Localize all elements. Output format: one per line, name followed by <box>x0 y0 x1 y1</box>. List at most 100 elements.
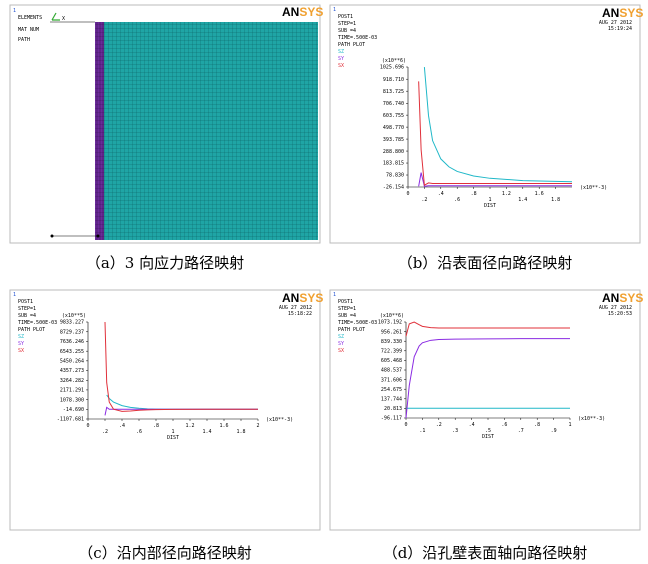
mesh <box>95 22 318 240</box>
x-tick-label: .1 <box>419 428 425 434</box>
header-line: SUB =4 <box>338 28 356 34</box>
x-unit: (x10**-3) <box>580 185 607 191</box>
header-line: PATH PLOT <box>18 327 45 333</box>
x-tick-label: .6 <box>136 429 142 435</box>
panel-frame <box>10 290 320 530</box>
header-line: PATH PLOT <box>338 327 365 333</box>
y-tick-label: 8729.237 <box>60 329 84 335</box>
y-tick-label: 813.725 <box>383 89 404 95</box>
y-tick-label: 20.813 <box>384 406 402 412</box>
y-tick-label: 605.468 <box>381 358 402 364</box>
y-axis-label: (x10**5) <box>62 313 86 319</box>
x-tick-label: .2 <box>436 422 442 428</box>
x-tick-label: 2 <box>256 423 259 429</box>
legend-entry: SY <box>338 56 344 62</box>
y-tick-label: 6543.255 <box>60 349 84 355</box>
x-tick-label: .6 <box>501 422 507 428</box>
y-tick-label: -96.117 <box>381 416 402 422</box>
x-tick-label: .8 <box>534 422 540 428</box>
header-line: TIME=.500E-03 <box>18 320 57 326</box>
x-tick-label: .2 <box>421 197 427 203</box>
y-tick-label: 488.537 <box>381 368 402 374</box>
header-line: STEP=1 <box>18 306 36 312</box>
y-tick-label: 4357.273 <box>60 368 84 374</box>
x-tick-label: .4 <box>438 191 444 197</box>
chart-panel: 1POST1STEP=1SUB =4TIME=.500E-03PATH PLOT… <box>330 290 643 530</box>
legend-entry: SX <box>18 348 24 354</box>
y-tick-label: 288.800 <box>383 149 404 155</box>
legend-entry: SZ <box>338 334 344 340</box>
x-unit: (x10**-3) <box>266 417 293 423</box>
y-tick-label: 918.710 <box>383 77 404 83</box>
x-tick-label: 1.6 <box>219 423 228 429</box>
y-tick-label: 3264.282 <box>60 378 84 384</box>
x-unit: (x10**-3) <box>578 416 605 422</box>
y-tick-label: 603.755 <box>383 113 404 119</box>
panel-label: 1 <box>13 8 16 14</box>
x-tick-label: 1.2 <box>502 191 511 197</box>
caption: （c）沿内部径向路径映射 <box>78 544 251 562</box>
panel-label: 1 <box>13 292 16 298</box>
y-tick-label: 722.399 <box>381 349 402 355</box>
logo: ANSYS <box>602 6 643 20</box>
x-tick-label: 1.8 <box>551 197 560 203</box>
header-line: TIME=.500E-03 <box>338 35 377 41</box>
header-line: POST1 <box>18 299 33 305</box>
panel-frame <box>330 290 640 530</box>
time: 15:20:53 <box>608 311 632 317</box>
y-tick-label: 956.261 <box>381 329 402 335</box>
y-tick-label: 183.815 <box>383 161 404 167</box>
x-tick-label: .2 <box>102 429 108 435</box>
y-axis-label: (x10**6) <box>380 313 404 319</box>
x-axis-label: DIST <box>482 434 494 440</box>
y-tick-label: 9833.227 <box>60 320 84 326</box>
x-tick-label: 1.6 <box>535 191 544 197</box>
x-tick-label: 1.8 <box>236 429 245 435</box>
header-line: STEP=1 <box>338 21 356 27</box>
y-tick-label: 78.830 <box>386 173 404 179</box>
header-line: PATH PLOT <box>338 42 365 48</box>
header-line: SUB =4 <box>338 313 356 319</box>
x-tick-label: 1.4 <box>518 197 527 203</box>
legend-entry: SY <box>338 341 344 347</box>
y-tick-label: 1025.696 <box>380 65 404 71</box>
header-line: POST1 <box>338 14 353 20</box>
path-point <box>51 235 54 238</box>
time: 15:18:22 <box>288 311 312 317</box>
caption: （b）沿表面径向路径映射 <box>398 254 573 272</box>
y-axis-label: (x10**6) <box>382 58 406 64</box>
logo: ANSYS <box>282 291 323 305</box>
logo: ANSYS <box>602 291 643 305</box>
y-tick-label: -26.154 <box>383 185 404 191</box>
caption: （a）3 向应力路径映射 <box>86 254 244 272</box>
legend-entry: SY <box>18 341 24 347</box>
figure: 1 ELEMENTS MAT NUM PATH X ANSYS 1POST1ST… <box>0 0 648 564</box>
x-tick-label: 1.2 <box>185 423 194 429</box>
y-tick-label: 5450.264 <box>60 359 84 365</box>
panel-label: 1 <box>333 292 336 298</box>
x-tick-label: 1 <box>568 422 571 428</box>
x-tick-label: .8 <box>471 191 477 197</box>
y-tick-label: 254.675 <box>381 387 402 393</box>
header-line: POST1 <box>338 299 353 305</box>
x-tick-label: .8 <box>153 423 159 429</box>
legend-line: PATH <box>18 37 30 43</box>
x-tick-label: 1.4 <box>202 429 211 435</box>
y-tick-label: 706.740 <box>383 101 404 107</box>
y-tick-label: 1073.192 <box>378 320 402 326</box>
x-tick-label: .6 <box>454 197 460 203</box>
y-tick-label: 839.330 <box>381 339 402 345</box>
y-tick-label: -1107.681 <box>57 417 84 423</box>
legend-entry: SZ <box>338 49 344 55</box>
header-line: SUB =4 <box>18 313 36 319</box>
x-axis-label: DIST <box>167 435 179 441</box>
mesh-refined <box>95 22 104 240</box>
legend-entry: SZ <box>18 334 24 340</box>
legend-line: MAT NUM <box>18 27 39 33</box>
header-line: TIME=.500E-03 <box>338 320 377 326</box>
x-tick-label: .3 <box>452 428 458 434</box>
logo: ANSYS <box>282 5 323 19</box>
x-tick-label: 0 <box>406 191 409 197</box>
